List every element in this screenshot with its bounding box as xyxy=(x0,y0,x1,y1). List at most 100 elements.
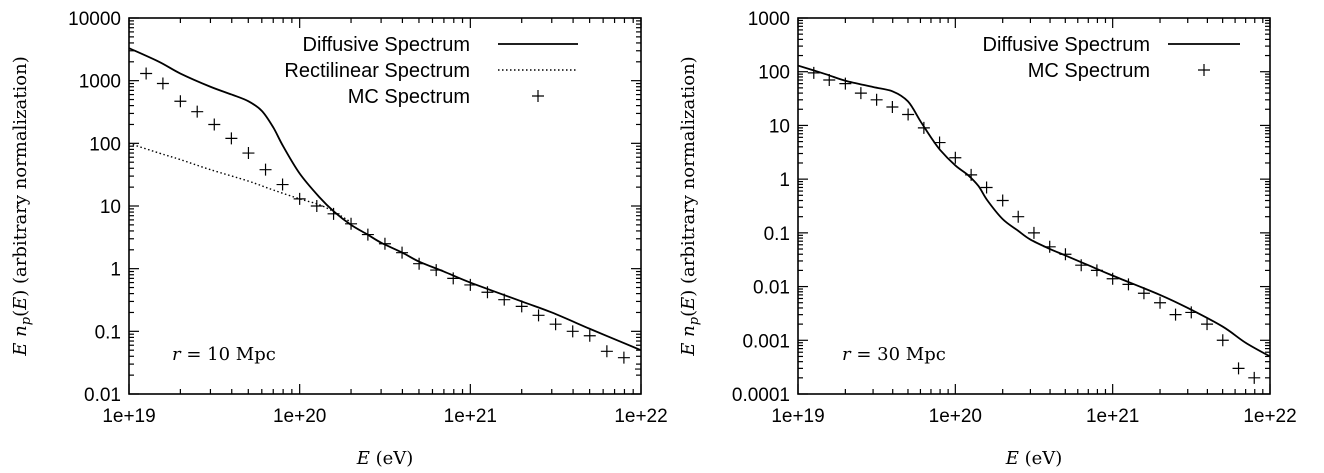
y-tick-label: 10 xyxy=(769,116,790,137)
y-axis-label: E np(E) (arbitrary normalization) xyxy=(10,56,34,356)
legend-label-mc-spectrum: MC Spectrum xyxy=(1028,60,1150,82)
legend-label-diffusive-spectrum: Diffusive Spectrum xyxy=(303,34,470,56)
mc-spectrum-point xyxy=(293,192,306,205)
legend-label-mc-spectrum: MC Spectrum xyxy=(348,86,470,108)
mc-spectrum-point xyxy=(481,286,494,299)
mc-spectrum-point xyxy=(1122,278,1135,291)
y-tick-label: 1000 xyxy=(748,9,790,30)
y-tick-label: 0.01 xyxy=(753,278,790,299)
x-tick-label: 1e+22 xyxy=(614,406,667,427)
mc-spectrum-point xyxy=(583,329,596,342)
mc-spectrum-point xyxy=(498,293,511,306)
y-tick-label: 10000 xyxy=(68,9,121,30)
y-tick-label: 100 xyxy=(758,63,790,84)
chart-panel-1: 0.01 0.1 1 10 100 1000 10000 1e+19 1e+20 1e+21 1e+… xyxy=(10,9,668,469)
legend: Diffusive Spectrum MC Spectrum xyxy=(983,34,1240,82)
plot-area xyxy=(129,47,641,376)
mc-spectrum-point xyxy=(965,168,978,181)
mc-spectrum-point xyxy=(430,264,443,277)
mc-spectrum-point xyxy=(1075,259,1088,272)
mc-spectrum-point xyxy=(1232,362,1245,375)
x-tick-label: 1e+20 xyxy=(273,406,326,427)
mc-spectrum-point xyxy=(464,278,477,291)
x-tick-label: 1e+22 xyxy=(1243,406,1296,427)
mc-spectrum-point xyxy=(870,93,883,106)
y-axis-label: E np(E) (arbitrary normalization) xyxy=(678,56,702,356)
mc-spectrum-point xyxy=(617,351,630,364)
mc-spectrum-point xyxy=(276,178,289,191)
mc-spectrum-series xyxy=(807,66,1261,384)
mc-spectrum-point xyxy=(515,300,528,313)
mc-spectrum-point xyxy=(886,101,899,114)
y-tick-label: 1 xyxy=(110,260,121,281)
x-tick-label: 1e+21 xyxy=(1086,406,1139,427)
mc-spectrum-point xyxy=(1106,272,1119,285)
y-tick-label: 0.0001 xyxy=(732,385,790,406)
mc-spectrum-point xyxy=(854,87,867,100)
y-tick-label: 100 xyxy=(89,134,121,155)
y-tick-label: 0.1 xyxy=(95,322,121,343)
mc-spectrum-point xyxy=(839,77,852,90)
mc-spectrum-point xyxy=(807,66,820,79)
y-tick-label: 0.01 xyxy=(84,385,121,406)
mc-spectrum-point xyxy=(242,147,255,160)
x-axis-label: E (eV) xyxy=(356,448,414,469)
y-tick-label: 0.001 xyxy=(742,331,790,352)
mc-spectrum-point xyxy=(413,257,426,270)
mc-spectrum-point xyxy=(259,163,272,176)
x-axis-label: E (eV) xyxy=(1005,448,1063,469)
mc-spectrum-point xyxy=(1201,318,1214,331)
mc-spectrum-point xyxy=(823,74,836,87)
x-tick-label: 1e+19 xyxy=(771,406,824,427)
y-tick-label: 1 xyxy=(779,170,790,191)
legend-marker-mc-spectrum xyxy=(1198,64,1210,76)
mc-spectrum-point xyxy=(549,318,562,331)
mc-spectrum-point xyxy=(902,108,915,121)
mc-spectrum-point xyxy=(980,181,993,194)
mc-spectrum-point xyxy=(949,151,962,164)
mc-spectrum-point xyxy=(600,345,613,358)
annotation-radius: r = 10 Mpc xyxy=(172,344,276,365)
mc-spectrum-point xyxy=(917,121,930,134)
diffusive-spectrum-line xyxy=(129,47,641,352)
x-tick-label: 1e+19 xyxy=(102,406,155,427)
mc-spectrum-series xyxy=(140,67,641,376)
mc-spectrum-point xyxy=(1137,287,1150,300)
mc-spectrum-point xyxy=(1043,240,1056,253)
mc-spectrum-point xyxy=(1248,371,1261,384)
y-tick-label: 1000 xyxy=(79,72,121,93)
mc-spectrum-point xyxy=(1090,264,1103,277)
mc-spectrum-point xyxy=(140,67,153,80)
legend-label-diffusive-spectrum: Diffusive Spectrum xyxy=(983,34,1150,56)
mc-spectrum-point xyxy=(225,132,238,145)
mc-spectrum-point xyxy=(345,217,358,230)
mc-spectrum-point xyxy=(1169,308,1182,321)
legend-marker-mc-spectrum xyxy=(532,90,544,102)
mc-spectrum-point xyxy=(174,95,187,108)
mc-spectrum-point xyxy=(635,363,641,376)
legend-label-rectilinear-spectrum: Rectilinear Spectrum xyxy=(284,60,470,82)
mc-spectrum-point xyxy=(447,272,460,285)
plot-area xyxy=(798,64,1270,384)
plot-frame xyxy=(797,17,1271,395)
mc-spectrum-point xyxy=(156,77,169,90)
mc-spectrum-point xyxy=(396,246,409,259)
y-tick-label: 0.1 xyxy=(764,224,790,245)
mc-spectrum-point xyxy=(191,105,204,118)
mc-spectrum-point xyxy=(996,194,1009,207)
mc-spectrum-point xyxy=(327,207,340,220)
mc-spectrum-point xyxy=(1012,210,1025,223)
mc-spectrum-point xyxy=(1154,296,1167,309)
mc-spectrum-point xyxy=(310,200,323,212)
chart-panel-2: 0.0001 0.001 0.01 0.1 1 10 100 1000 1e+19 1e+20 1e… xyxy=(678,9,1297,469)
mc-spectrum-point xyxy=(1059,248,1072,261)
legend: Diffusive Spectrum Rectilinear Spectrum MC… xyxy=(284,34,578,108)
mc-spectrum-point xyxy=(378,237,391,250)
y-tick-label: 10 xyxy=(100,197,121,218)
mc-spectrum-point xyxy=(1027,226,1040,239)
mc-spectrum-point xyxy=(933,136,946,149)
mc-spectrum-point xyxy=(532,309,545,322)
annotation-radius: r = 30 Mpc xyxy=(842,344,946,365)
mc-spectrum-point xyxy=(1185,306,1198,319)
